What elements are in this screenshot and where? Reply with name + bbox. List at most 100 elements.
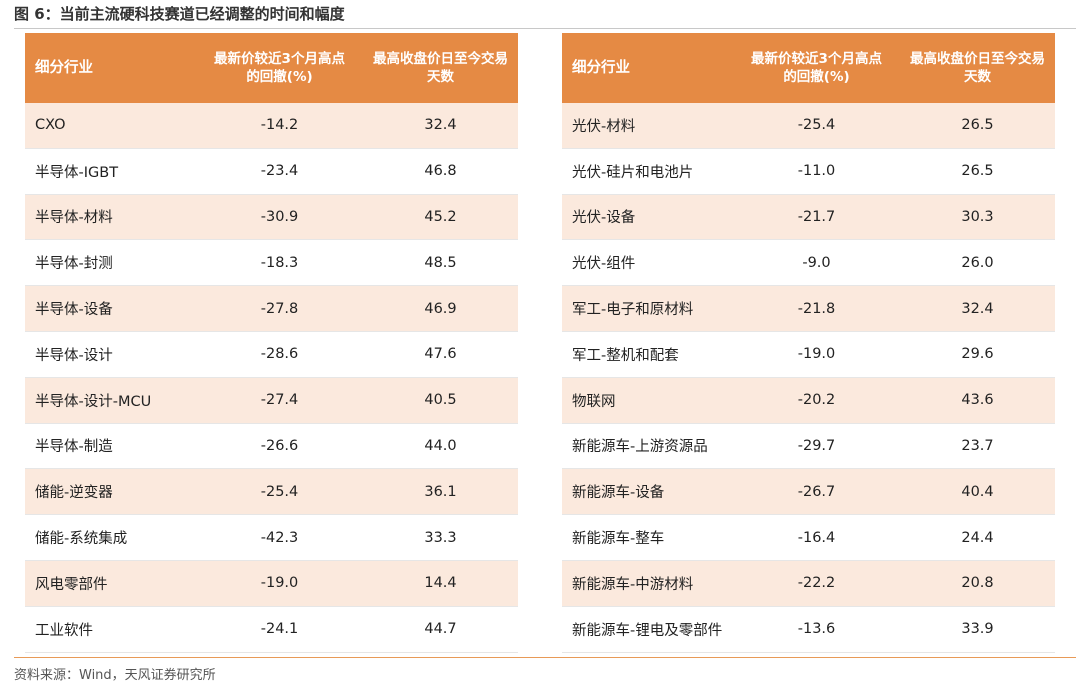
days-cell: 29.6: [900, 331, 1055, 378]
drawdown-cell: -11.0: [733, 148, 900, 195]
industry-cell: 新能源车-整车: [562, 514, 733, 561]
days-cell: 40.5: [363, 377, 518, 424]
figure-title: 图 6：当前主流硬科技赛道已经调整的时间和幅度: [14, 5, 345, 23]
header-drawdown: 最新价较近3个月高点 的回撤(%): [733, 33, 900, 103]
drawdown-cell: -30.9: [196, 194, 363, 241]
header-drawdown-line1: 最新价较近3个月高点: [751, 51, 882, 67]
drawdown-cell: -21.7: [733, 194, 900, 241]
days-cell: 30.3: [900, 194, 1055, 241]
table-row: 半导体-IGBT -23.4 46.8: [25, 148, 518, 195]
drawdown-cell: -27.4: [196, 377, 363, 424]
industry-cell: 新能源车-设备: [562, 468, 733, 516]
table-row: 光伏-硅片和电池片 -11.0 26.5: [562, 148, 1055, 195]
days-cell: 46.9: [363, 285, 518, 332]
header-days: 最高收盘价日至今交易 天数: [900, 33, 1055, 103]
table-row: 储能-系统集成 -42.3 33.3: [25, 514, 518, 561]
drawdown-cell: -26.6: [196, 423, 363, 470]
source-note: 资料来源：Wind，天风证券研究所: [14, 668, 216, 683]
drawdown-cell: -25.4: [733, 103, 900, 149]
industry-cell: 半导体-封测: [25, 239, 196, 287]
days-cell: 45.2: [363, 194, 518, 241]
drawdown-cell: -25.4: [196, 468, 363, 516]
days-cell: 20.8: [900, 560, 1055, 607]
days-cell: 14.4: [363, 560, 518, 607]
days-cell: 26.5: [900, 103, 1055, 149]
left-table: 细分行业 最新价较近3个月高点 的回撤(%) 最高收盘价日至今交易 天数 CXO…: [25, 33, 518, 653]
table-row: 新能源车-整车 -16.4 24.4: [562, 514, 1055, 561]
table-row: 半导体-材料 -30.9 45.2: [25, 194, 518, 241]
drawdown-cell: -29.7: [733, 423, 900, 470]
table-row: 新能源车-上游资源品 -29.7 23.7: [562, 423, 1055, 470]
table-row: 工业软件 -24.1 44.7: [25, 606, 518, 653]
table-row: 半导体-封测 -18.3 48.5: [25, 239, 518, 287]
table-row: 军工-电子和原材料 -21.8 32.4: [562, 285, 1055, 332]
title-divider: [14, 28, 1076, 29]
industry-cell: 光伏-设备: [562, 194, 733, 241]
header-drawdown: 最新价较近3个月高点 的回撤(%): [196, 33, 363, 103]
days-cell: 23.7: [900, 423, 1055, 470]
table-row: 半导体-设计-MCU -27.4 40.5: [25, 377, 518, 424]
industry-cell: 工业软件: [25, 606, 196, 653]
header-drawdown-line2: 的回撤(%): [783, 69, 850, 85]
drawdown-cell: -28.6: [196, 331, 363, 378]
industry-cell: 半导体-设计: [25, 331, 196, 378]
table-row: 新能源车-中游材料 -22.2 20.8: [562, 560, 1055, 607]
right-header-row: 细分行业 最新价较近3个月高点 的回撤(%) 最高收盘价日至今交易 天数: [562, 33, 1055, 103]
industry-cell: 储能-系统集成: [25, 514, 196, 561]
drawdown-cell: -23.4: [196, 148, 363, 195]
days-cell: 33.3: [363, 514, 518, 561]
industry-cell: 新能源车-上游资源品: [562, 423, 733, 470]
drawdown-cell: -24.1: [196, 606, 363, 653]
header-days-line2: 天数: [427, 69, 454, 85]
header-days-line1: 最高收盘价日至今交易: [910, 51, 1045, 67]
table-row: 军工-整机和配套 -19.0 29.6: [562, 331, 1055, 378]
drawdown-cell: -14.2: [196, 103, 363, 149]
table-row: 光伏-组件 -9.0 26.0: [562, 239, 1055, 287]
industry-cell: 新能源车-锂电及零部件: [562, 606, 733, 653]
header-days: 最高收盘价日至今交易 天数: [363, 33, 518, 103]
table-row: CXO -14.2 32.4: [25, 103, 518, 149]
table-row: 半导体-设备 -27.8 46.9: [25, 285, 518, 332]
industry-cell: 半导体-制造: [25, 423, 196, 470]
days-cell: 48.5: [363, 239, 518, 287]
days-cell: 24.4: [900, 514, 1055, 561]
industry-cell: 半导体-材料: [25, 194, 196, 241]
drawdown-cell: -21.8: [733, 285, 900, 332]
drawdown-cell: -27.8: [196, 285, 363, 332]
industry-cell: 军工-整机和配套: [562, 331, 733, 378]
source-divider: [14, 657, 1076, 658]
header-drawdown-line1: 最新价较近3个月高点: [214, 51, 345, 67]
header-days-line2: 天数: [964, 69, 991, 85]
header-drawdown-line2: 的回撤(%): [246, 69, 313, 85]
days-cell: 43.6: [900, 377, 1055, 424]
industry-cell: 物联网: [562, 377, 733, 424]
days-cell: 33.9: [900, 606, 1055, 653]
industry-cell: 光伏-硅片和电池片: [562, 148, 733, 195]
industry-cell: 新能源车-中游材料: [562, 560, 733, 607]
days-cell: 36.1: [363, 468, 518, 516]
table-row: 半导体-设计 -28.6 47.6: [25, 331, 518, 378]
industry-cell: 光伏-材料: [562, 103, 733, 149]
left-header-row: 细分行业 最新价较近3个月高点 的回撤(%) 最高收盘价日至今交易 天数: [25, 33, 518, 103]
industry-cell: 半导体-设计-MCU: [25, 377, 196, 424]
header-industry: 细分行业: [562, 33, 733, 103]
drawdown-cell: -19.0: [733, 331, 900, 378]
days-cell: 32.4: [900, 285, 1055, 332]
industry-cell: 风电零部件: [25, 560, 196, 607]
drawdown-cell: -42.3: [196, 514, 363, 561]
table-row: 储能-逆变器 -25.4 36.1: [25, 468, 518, 516]
table-row: 光伏-设备 -21.7 30.3: [562, 194, 1055, 241]
days-cell: 46.8: [363, 148, 518, 195]
days-cell: 44.7: [363, 606, 518, 653]
drawdown-cell: -20.2: [733, 377, 900, 424]
industry-cell: 储能-逆变器: [25, 468, 196, 516]
industry-cell: 半导体-设备: [25, 285, 196, 332]
right-table: 细分行业 最新价较近3个月高点 的回撤(%) 最高收盘价日至今交易 天数 光伏-…: [562, 33, 1055, 653]
drawdown-cell: -16.4: [733, 514, 900, 561]
table-row: 新能源车-锂电及零部件 -13.6 33.9: [562, 606, 1055, 653]
drawdown-cell: -13.6: [733, 606, 900, 653]
table-row: 新能源车-设备 -26.7 40.4: [562, 468, 1055, 516]
days-cell: 44.0: [363, 423, 518, 470]
table-row: 风电零部件 -19.0 14.4: [25, 560, 518, 607]
industry-cell: 光伏-组件: [562, 239, 733, 287]
